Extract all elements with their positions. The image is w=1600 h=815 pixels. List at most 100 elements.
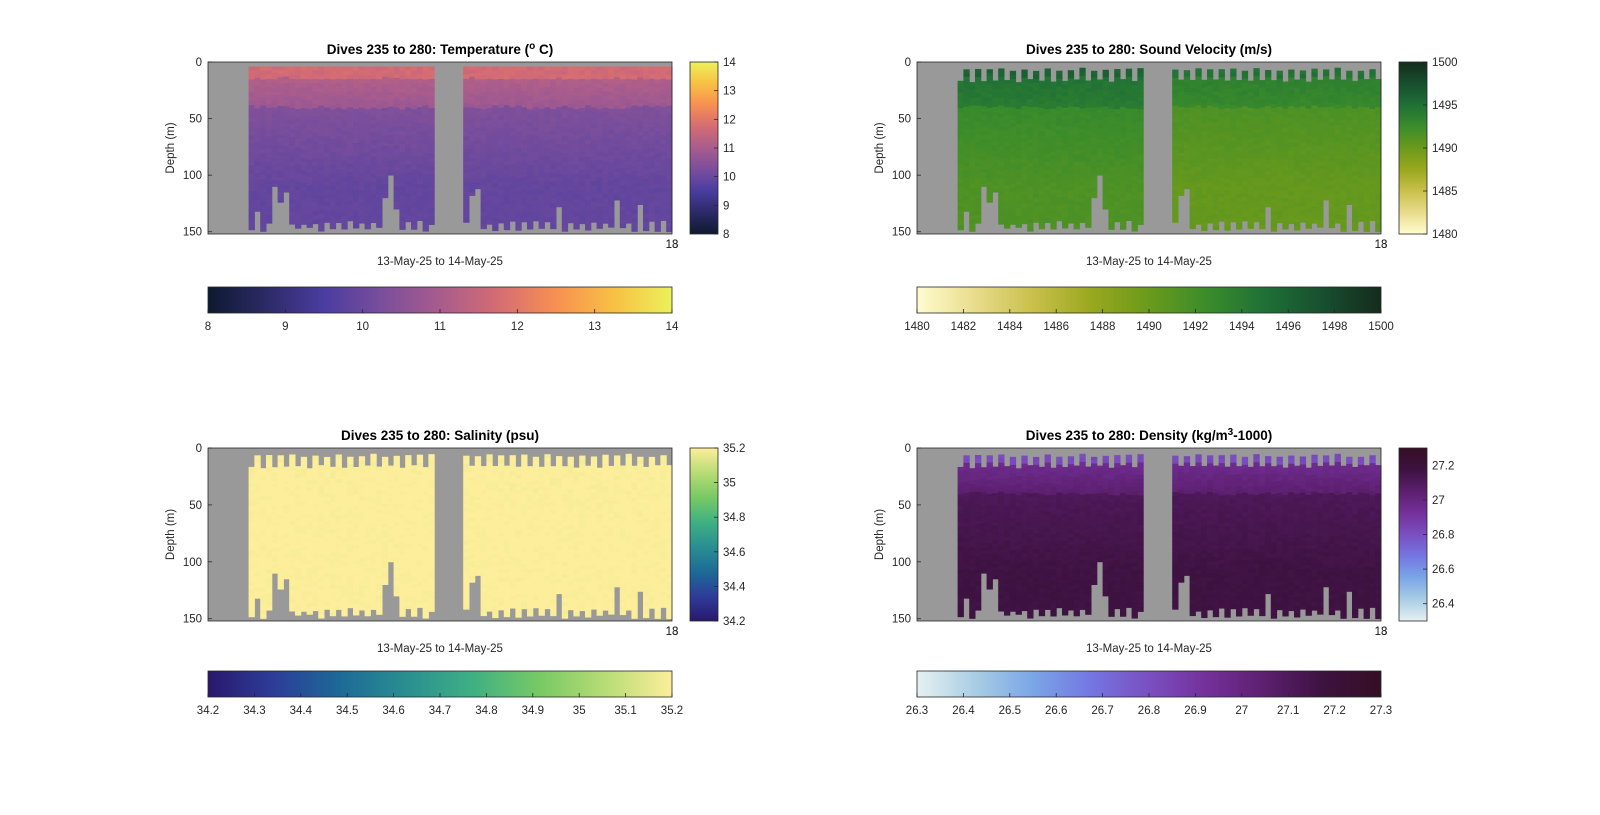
heatmap-cell [509,152,516,157]
heatmap-cell [1172,182,1179,187]
heatmap-cell [509,123,516,128]
heatmap-cell [1125,96,1133,102]
heatmap-cell [986,86,993,91]
heatmap-cell [998,105,1005,110]
heatmap-cell [318,174,325,180]
heatmap-cell [619,134,627,140]
heatmap-cell [1265,98,1272,103]
heatmap-cell [358,107,366,113]
heatmap-cell [503,148,511,153]
heatmap-cell [969,223,976,228]
heatmap-cell [631,144,638,150]
heatmap-cell [1021,69,1028,75]
heatmap-cell [364,220,371,226]
heatmap-cell [1114,113,1121,118]
heatmap-cell [1172,170,1179,175]
heatmap-cell [364,104,371,110]
heatmap-cell [1212,190,1220,195]
heatmap-cell [1067,110,1075,115]
heatmap-cell [515,225,522,231]
heatmap-cell [1259,224,1266,230]
heatmap-cell [1038,178,1046,183]
heatmap-cell [341,199,348,204]
heatmap-cell [527,105,534,110]
heatmap-cell [260,205,267,211]
heatmap-cell [382,125,389,130]
heatmap-cell [1282,217,1289,222]
heatmap-cell [515,113,522,119]
heatmap-cell [1183,110,1191,115]
heatmap-cell [998,195,1005,200]
heatmap-cell [1224,155,1231,160]
heatmap-cell [1265,178,1272,183]
heatmap-cell [1305,147,1312,152]
heatmap-cell [1189,111,1196,116]
heatmap-cell [509,143,516,149]
heatmap-cell [1050,147,1057,152]
heatmap-cell [1288,170,1295,176]
heatmap-cell [1218,85,1225,90]
heatmap-cell [387,83,395,87]
heatmap-cell [660,184,667,189]
heatmap-cell [370,82,377,88]
heatmap-cell [1056,126,1063,131]
heatmap-cell [1340,123,1347,128]
heatmap-cell [399,130,406,136]
heatmap-cell [619,138,627,144]
heatmap-cell [1288,215,1295,221]
heatmap-cell [1236,138,1243,144]
heatmap-cell [544,99,551,104]
heatmap-cell [1096,84,1104,88]
heatmap-cell [1282,225,1289,230]
heatmap-cell [1207,154,1214,159]
heatmap-cell [492,148,499,154]
heatmap-cell [376,151,383,156]
heatmap-cell [387,77,395,82]
heatmap-cell [538,190,545,195]
heatmap-cell [544,197,551,202]
heatmap-cell [527,212,534,217]
heatmap-cell [648,201,656,206]
heatmap-cell [654,192,661,198]
heatmap-cell [969,97,976,103]
heatmap-cell [399,105,406,110]
heatmap-cell [358,115,366,121]
heatmap-cell [567,95,574,100]
heatmap-cell [283,132,290,137]
heatmap-cell [324,181,331,186]
heatmap-cell [1340,91,1347,96]
heatmap-cell [561,161,569,167]
heatmap-cell [573,70,580,76]
heatmap-cell [992,109,999,114]
heatmap-cell [277,98,284,103]
heatmap-cell [1096,127,1104,131]
heatmap-cell [1218,189,1225,194]
heatmap-cell [1299,198,1307,203]
heatmap-cell [509,103,516,108]
heatmap-cell [387,169,395,173]
heatmap-cell [300,191,308,196]
heatmap-cell [1004,169,1011,175]
heatmap-cell [567,70,574,76]
heatmap-cell [527,130,534,136]
heatmap-cell [550,87,557,93]
heatmap-cell [1282,209,1289,214]
heatmap-cell [544,213,551,219]
heatmap-cell [1230,121,1237,126]
heatmap-cell [1009,212,1017,217]
heatmap-cell [324,95,331,100]
heatmap-cell [602,182,609,187]
heatmap-cell [1189,126,1196,132]
heatmap-cell [561,83,569,89]
heatmap-cell [602,153,609,158]
heatmap-cell [347,99,354,104]
heatmap-cell [1195,175,1202,180]
heatmap-cell [561,122,569,128]
heatmap-cell [353,126,360,131]
heatmap-cell [358,70,366,76]
heatmap-cell [1091,167,1098,172]
heatmap-cell [1253,92,1260,97]
heatmap-cell [416,147,424,153]
heatmap-cell [1079,206,1086,211]
heatmap-cell [1125,92,1133,98]
